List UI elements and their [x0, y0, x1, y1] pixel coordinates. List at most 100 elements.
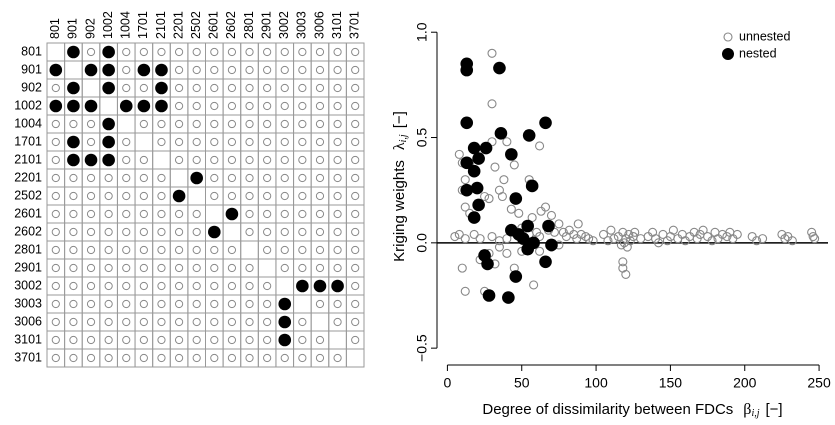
unnested-marker — [192, 101, 201, 111]
unnested-marker — [333, 173, 342, 183]
unnested-marker — [104, 173, 113, 183]
matrix-cell — [99, 186, 118, 206]
matrix-cell — [240, 276, 259, 296]
nested-point — [516, 232, 530, 245]
matrix-cell — [99, 330, 118, 350]
unnested-marker — [263, 299, 272, 309]
nested-point — [505, 148, 518, 161]
unnested-point — [509, 160, 519, 170]
matrix-cell — [99, 204, 118, 224]
unnested-marker — [333, 317, 342, 327]
nested-marker — [296, 279, 309, 293]
matrix-cell — [257, 78, 277, 98]
unnested-marker — [298, 155, 307, 165]
matrix-cell — [328, 78, 347, 98]
nested-marker — [84, 153, 98, 167]
matrix-cell — [64, 222, 83, 242]
unnested-marker — [315, 65, 325, 75]
unnested-marker — [122, 245, 131, 255]
matrix-cell — [328, 348, 347, 368]
unnested-marker — [280, 101, 289, 111]
unnested-point — [576, 229, 586, 239]
matrix-cell — [169, 222, 189, 242]
unnested-marker — [174, 65, 184, 75]
matrix-cell — [310, 348, 330, 368]
unnested-point — [698, 225, 708, 235]
unnested-marker — [280, 263, 289, 273]
unnested-point — [535, 141, 545, 151]
unnested-marker — [157, 119, 166, 129]
matrix-cell — [257, 312, 277, 332]
unnested-marker — [245, 335, 254, 345]
unnested-marker — [86, 245, 96, 255]
unnested-marker — [51, 299, 60, 309]
matrix-cell — [134, 258, 154, 278]
matrix-cell — [116, 276, 136, 296]
matrix-cell — [81, 276, 101, 296]
matrix-cell — [134, 186, 154, 206]
unnested-marker — [227, 101, 237, 111]
unnested-marker — [298, 353, 307, 363]
unnested-marker — [210, 47, 219, 57]
nested-marker — [137, 63, 151, 77]
unnested-marker — [192, 281, 201, 291]
legend-marker — [723, 32, 733, 42]
matrix-cell — [187, 294, 206, 314]
unnested-marker — [333, 137, 342, 147]
matrix-cell — [205, 240, 224, 260]
unnested-point — [621, 269, 631, 279]
unnested-point — [630, 227, 640, 237]
matrix-cell — [293, 78, 312, 98]
matrix-cell — [275, 96, 295, 116]
y-axis-label: Kriging weights λi,j [−] — [391, 111, 410, 262]
matrix-cell — [310, 204, 330, 224]
matrix-cell — [345, 186, 365, 206]
matrix-cell — [134, 348, 154, 368]
matrix-cell — [64, 294, 83, 314]
unnested-marker — [174, 353, 184, 363]
unnested-marker — [139, 119, 148, 129]
column-label: 2101 — [154, 11, 168, 39]
matrix-cell — [99, 294, 118, 314]
row-label: 902 — [21, 80, 42, 94]
matrix-cell — [345, 60, 365, 80]
unnested-marker — [280, 47, 289, 57]
matrix-cell — [116, 222, 136, 242]
unnested-marker — [210, 155, 219, 165]
nested-point — [472, 152, 485, 165]
matrix-cell — [64, 276, 83, 296]
unnested-marker — [122, 137, 131, 147]
unnested-marker — [298, 47, 307, 57]
unnested-marker — [86, 227, 96, 237]
unnested-marker — [263, 65, 272, 75]
unnested-marker — [192, 263, 201, 273]
matrix-cell — [81, 186, 101, 206]
unnested-marker — [157, 299, 166, 309]
unnested-marker — [280, 137, 289, 147]
unnested-point — [668, 225, 678, 235]
matrix-cell — [222, 168, 242, 188]
unnested-marker — [157, 245, 166, 255]
matrix-cell — [169, 330, 189, 350]
unnested-marker — [315, 119, 325, 129]
unnested-marker — [298, 137, 307, 147]
nested-marker — [172, 189, 186, 203]
matrix-cell — [240, 240, 259, 260]
nested-marker — [155, 63, 168, 77]
unnested-marker — [298, 227, 307, 237]
unnested-point — [588, 236, 598, 246]
matrix-cell — [205, 60, 224, 80]
x-tick-label: 0 — [444, 375, 452, 391]
unnested-marker — [122, 155, 131, 165]
matrix-cell — [257, 96, 277, 116]
unnested-marker — [210, 191, 219, 201]
unnested-marker — [263, 47, 272, 57]
unnested-marker — [192, 209, 201, 219]
matrix-cell — [293, 330, 312, 350]
y-axis-label-subscript: i,j — [398, 134, 409, 142]
column-label: 3701 — [347, 11, 361, 39]
matrix-cell — [46, 276, 66, 296]
unnested-marker — [86, 137, 96, 147]
unnested-marker — [263, 245, 272, 255]
